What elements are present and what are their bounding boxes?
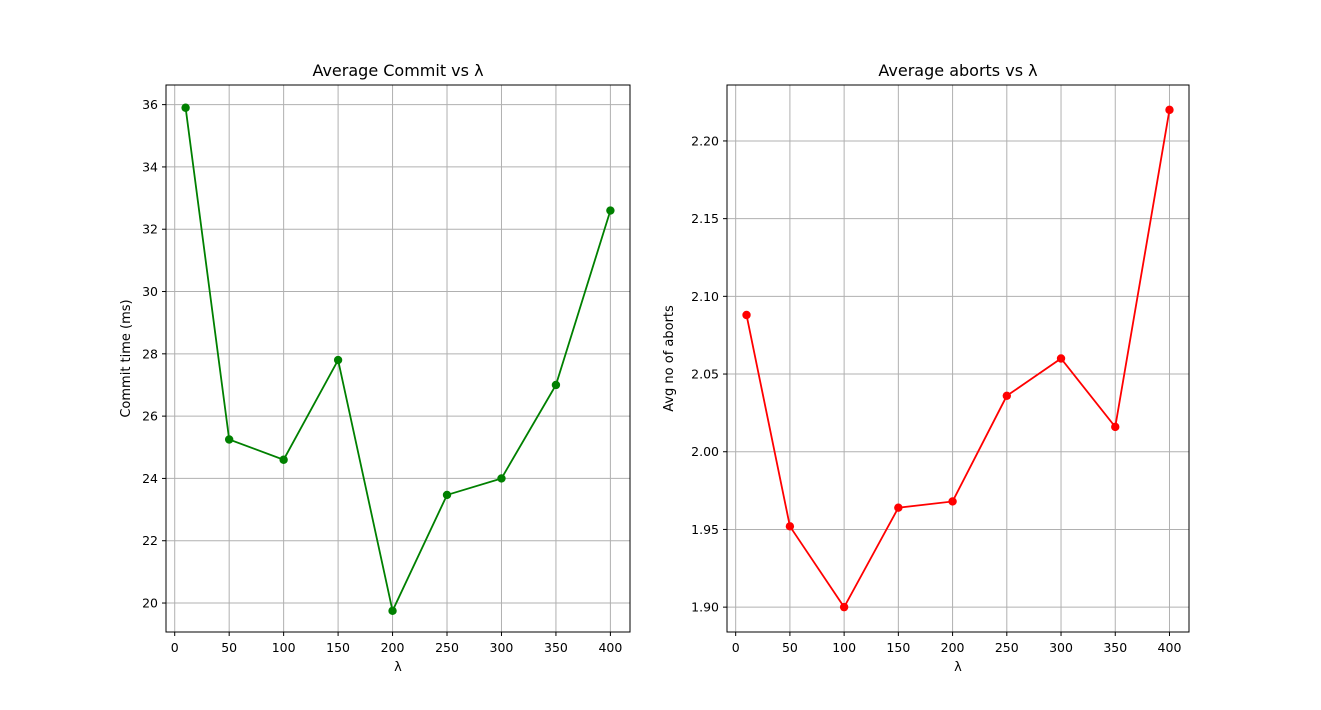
y-tick-label: 2.05	[691, 367, 719, 382]
chart-title: Average aborts vs λ	[878, 61, 1037, 80]
data-point	[551, 380, 561, 390]
y-tick-label: 36	[142, 97, 158, 112]
y-tick-label: 22	[142, 533, 158, 548]
data-point	[1111, 422, 1120, 432]
y-tick-label: 32	[142, 222, 158, 237]
x-tick-label: 350	[1103, 640, 1127, 655]
data-point	[279, 455, 288, 464]
y-tick-label: 2.10	[691, 289, 719, 304]
y-tick-label: 30	[142, 284, 158, 299]
data-point	[742, 310, 751, 320]
commit-time-chart: 0 50 100 150 200 250 300 350 400 20 22 24 26 28 30 32 34…	[119, 61, 631, 675]
data-point	[1002, 391, 1012, 400]
x-tick-label: 100	[832, 640, 856, 655]
x-tick-label: 50	[221, 640, 237, 655]
y-tick-label: 34	[142, 159, 158, 174]
y-tick-label: 2.20	[691, 133, 719, 148]
x-tick-label: 300	[490, 640, 514, 655]
x-tick-label: 0	[732, 640, 740, 655]
data-point	[839, 602, 849, 612]
y-tick-label: 24	[142, 471, 158, 486]
x-tick-label: 150	[886, 640, 910, 655]
data-point	[1056, 354, 1066, 363]
data-point	[388, 606, 397, 616]
data-point	[224, 435, 234, 444]
x-axis-label: λ	[954, 660, 962, 675]
x-tick-label: 0	[171, 640, 179, 655]
data-point	[497, 474, 506, 483]
x-tick-label: 250	[435, 640, 459, 655]
data-point	[181, 103, 190, 112]
y-tick-label: 28	[142, 346, 158, 361]
axes-frame	[726, 84, 1190, 633]
y-axis-label: Avg no of aborts	[662, 305, 677, 412]
data-point	[894, 503, 903, 512]
x-tick-label: 200	[941, 640, 965, 655]
chart-title: Average Commit vs λ	[312, 61, 483, 80]
y-tick-label: 2.15	[691, 211, 719, 226]
data-point	[606, 206, 615, 215]
data-point	[785, 522, 795, 531]
x-tick-label: 400	[1158, 640, 1182, 655]
x-tick-label: 200	[381, 640, 405, 655]
y-tick-label: 1.90	[691, 600, 719, 615]
data-point	[333, 355, 343, 365]
data-point	[1165, 105, 1174, 115]
x-tick-label: 250	[995, 640, 1019, 655]
x-tick-label: 350	[544, 640, 568, 655]
data-point	[948, 497, 957, 506]
x-tick-label: 150	[326, 640, 350, 655]
y-axis-label: Commit time (ms)	[119, 299, 134, 417]
axes-frame	[165, 84, 631, 633]
x-tick-label: 50	[782, 640, 798, 655]
y-tick-label: 1.95	[691, 522, 719, 537]
x-tick-label: 300	[1049, 640, 1073, 655]
y-tick-label: 2.00	[691, 444, 719, 459]
y-tick-label: 20	[142, 596, 158, 611]
x-tick-label: 400	[598, 640, 622, 655]
aborts-chart: 0 50 100 150 200 250 300 350 400 1.90 1.95 2.00 2.05…	[662, 61, 1190, 675]
x-tick-label: 100	[272, 640, 296, 655]
y-tick-label: 26	[142, 409, 158, 424]
x-axis-label: λ	[394, 660, 402, 675]
data-point	[442, 490, 452, 500]
